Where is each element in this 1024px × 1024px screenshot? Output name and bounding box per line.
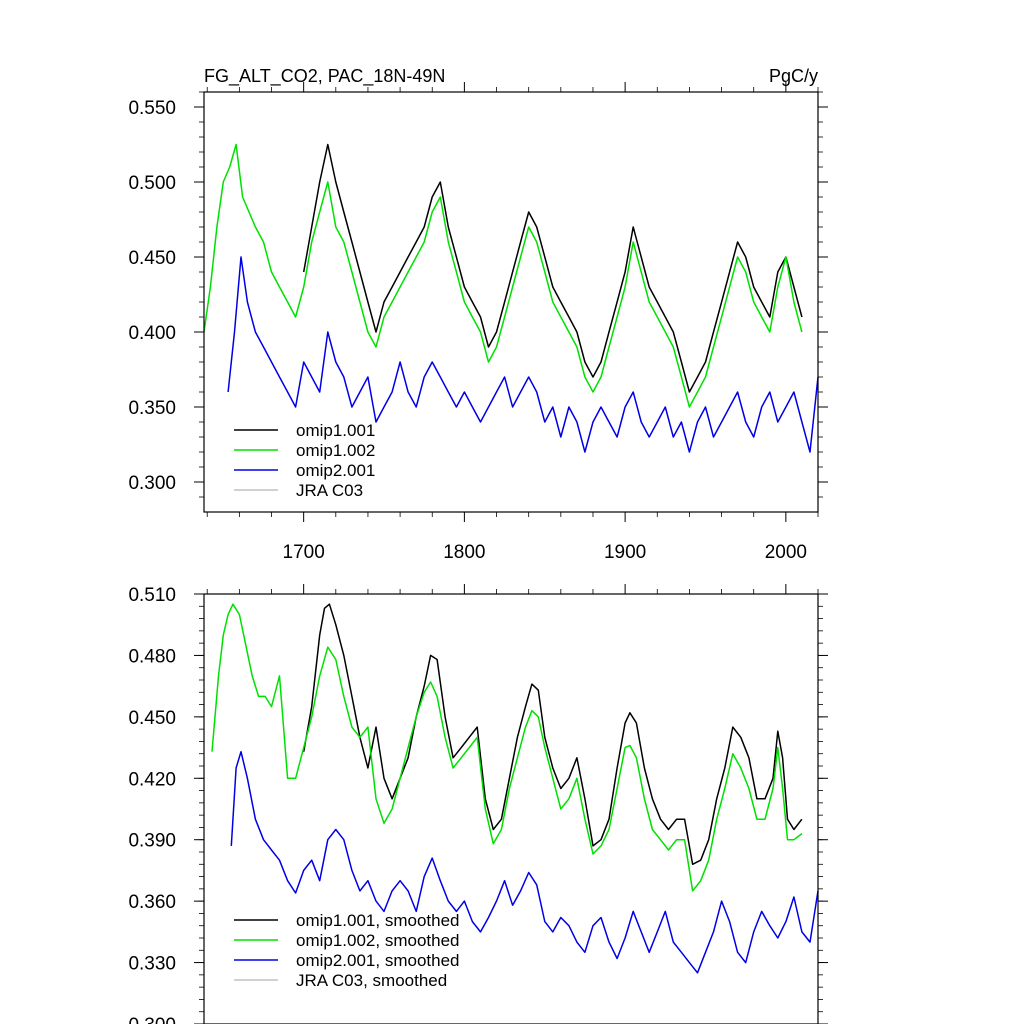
legend-label-omip1_001: omip1.001 [296, 421, 375, 440]
top-plot-frame [203, 91, 819, 513]
y-tick-label: 0.500 [128, 173, 176, 194]
top-series-omip1_002-line [203, 143, 803, 408]
legend-label-omip1_001: omip1.001, smoothed [296, 911, 460, 930]
legend-label-jra: JRA C03 [296, 481, 363, 500]
units-label: PgC/y [769, 66, 818, 86]
y-tick-label: 0.450 [128, 248, 176, 269]
x-tick-label: 2000 [765, 542, 807, 563]
chart-title: FG_ALT_CO2, PAC_18N-49N [204, 66, 445, 87]
legend-label-omip2_001: omip2.001, smoothed [296, 951, 460, 970]
x-tick-label: 1700 [283, 542, 325, 563]
bottom-axes: 0.300 0.330 0.360 0.390 0.420 0.450 0.480 0.510 [128, 584, 828, 1024]
legend-label-jra: JRA C03, smoothed [296, 971, 447, 990]
y-tick-label: 0.350 [128, 398, 176, 419]
bottom-plot-area [211, 603, 819, 974]
y-tick-label: 0.550 [128, 98, 176, 119]
x-tick-label: 1800 [443, 542, 485, 563]
y-tick-label: 0.480 [128, 646, 176, 667]
y-tick-label: 0.300 [128, 473, 176, 494]
bottom-series-omip1_001-line [302, 603, 803, 866]
top-plot-area [203, 143, 819, 453]
y-tick-label: 0.360 [128, 892, 176, 913]
legend-label-omip1_002: omip1.002 [296, 441, 375, 460]
top-series-omip2_001-line [227, 256, 819, 453]
y-tick-label: 0.300 [128, 1015, 176, 1024]
y-tick-label: 0.450 [128, 708, 176, 729]
y-tick-label: 0.330 [128, 954, 176, 975]
top-panel: FG_ALT_CO2, PAC_18N-49N PgC/y 0.300 0.350… [128, 66, 828, 563]
bottom-panel: 0.300 0.330 0.360 0.390 0.420 0.450 0.480 0.510… [128, 584, 828, 1024]
x-tick-label: 1900 [604, 542, 646, 563]
y-tick-label: 0.510 [128, 585, 176, 606]
bottom-series-omip2_001-line [230, 750, 819, 974]
top-axes: 0.300 0.350 0.400 0.450 0.500 0.550 1700 1800 19… [128, 82, 828, 563]
bottom-series-omip1_002-line [211, 603, 803, 892]
bottom-plot-frame [203, 593, 819, 1024]
top-series-omip1_001-line [302, 143, 803, 393]
legend-label-omip2_001: omip2.001 [296, 461, 375, 480]
y-tick-label: 0.390 [128, 831, 176, 852]
y-tick-label: 0.420 [128, 769, 176, 790]
legend-label-omip1_002: omip1.002, smoothed [296, 931, 460, 950]
y-tick-label: 0.400 [128, 323, 176, 344]
